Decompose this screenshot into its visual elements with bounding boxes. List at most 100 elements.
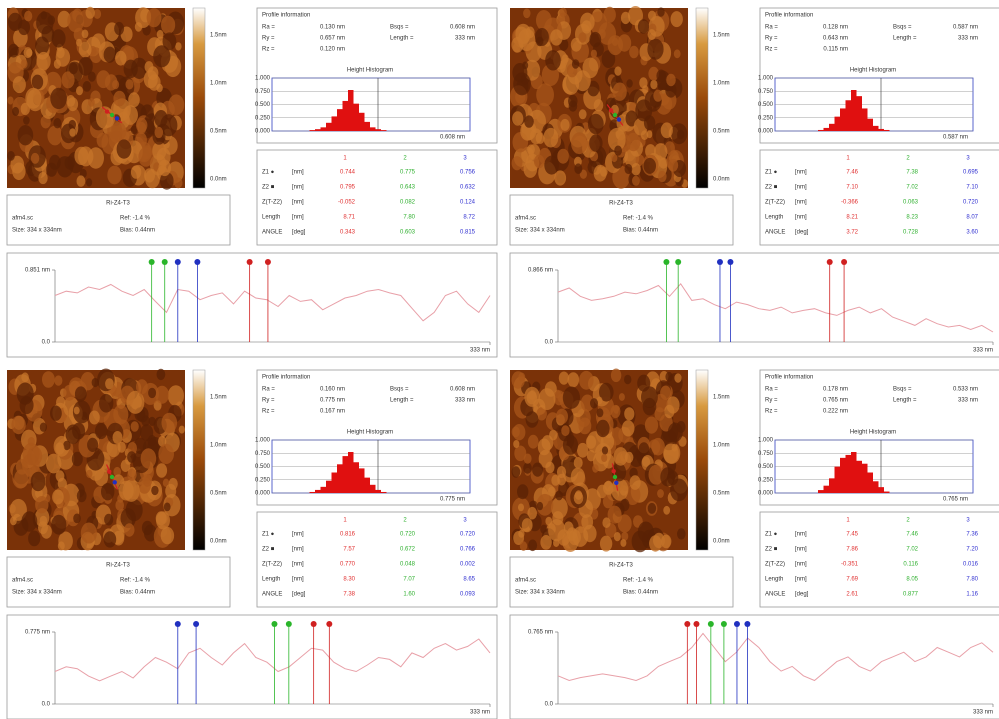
grain	[126, 499, 143, 521]
grain	[512, 466, 521, 477]
grain	[553, 539, 559, 547]
grain	[8, 13, 22, 31]
table-value: 0.063	[903, 200, 919, 206]
grain	[657, 7, 664, 16]
grain	[674, 373, 681, 382]
cursor-handle	[247, 259, 253, 265]
grain	[674, 49, 681, 58]
grain	[31, 153, 39, 164]
profile-info-cell: 0.657 nm	[320, 36, 345, 42]
grain	[54, 59, 61, 68]
table-value: 0.728	[903, 230, 919, 236]
table-value: 7.45	[846, 532, 858, 538]
colorbar-label: 1.0nm	[713, 81, 730, 87]
table-value: 0.815	[460, 230, 476, 236]
table-value: 1.16	[966, 592, 978, 598]
grain	[28, 437, 35, 446]
histogram-y-label: 0.750	[758, 89, 774, 95]
histogram-bar	[835, 467, 841, 493]
histogram-bar	[315, 129, 321, 131]
histogram-bar	[359, 113, 365, 131]
grain	[648, 29, 656, 40]
histogram-bar	[343, 101, 349, 131]
grain	[77, 175, 86, 186]
grain	[642, 85, 648, 93]
grain	[54, 375, 62, 385]
grain	[530, 128, 542, 144]
grain	[523, 463, 532, 474]
grain	[579, 418, 592, 435]
colorbar-label: 0.0nm	[210, 177, 227, 183]
cursor-handle	[311, 621, 317, 627]
grain	[51, 515, 66, 535]
file-info-cell: afm4.sc	[12, 216, 33, 222]
table-row-unit: [nm]	[292, 185, 304, 191]
table-value: 2.61	[846, 592, 858, 598]
file-info-cell: afm4.sc	[515, 578, 536, 584]
profile-info-title: Profile information	[765, 375, 813, 381]
colorbar	[696, 370, 708, 550]
table-value: 0.124	[460, 200, 476, 206]
grain	[614, 532, 621, 541]
profile-info-cell: Length =	[390, 36, 414, 42]
file-info-cell: Ref: -1.4 %	[120, 216, 151, 222]
profile-info-cell: Rz =	[765, 47, 778, 53]
grain	[545, 50, 561, 70]
histogram-bar	[326, 481, 332, 493]
histogram-y-label: 0.250	[758, 115, 774, 121]
table-value: 0.795	[340, 185, 356, 191]
grain	[668, 423, 683, 442]
cursor-dot	[611, 469, 615, 473]
colorbar-label: 1.5nm	[713, 33, 730, 39]
grain	[81, 523, 97, 544]
histogram-bar	[365, 122, 371, 131]
grain	[168, 94, 184, 115]
cursor-handle	[326, 621, 332, 627]
grain	[47, 126, 62, 146]
grain	[594, 165, 607, 182]
colorbar	[193, 370, 205, 550]
cursor-handle	[286, 621, 292, 627]
profile-info-cell: 0.128 nm	[823, 25, 848, 31]
grain	[55, 442, 64, 454]
cursor-dot	[613, 113, 617, 117]
histogram-bar	[868, 473, 874, 494]
y-tick-label: 0.0	[545, 340, 554, 346]
profile-info-title: Profile information	[262, 13, 310, 19]
grain	[155, 386, 169, 404]
table-row-unit: [nm]	[795, 562, 807, 568]
histogram-bar	[835, 117, 841, 131]
grain	[544, 156, 559, 175]
grain	[53, 118, 61, 128]
profile-info-cell: Ry =	[765, 398, 778, 404]
table-value: 7.20	[966, 547, 978, 553]
table-row-unit: [nm]	[795, 200, 807, 206]
cursor-dot	[617, 117, 621, 121]
histogram-y-label: 0.250	[255, 477, 271, 483]
grain	[161, 527, 174, 544]
grain	[136, 379, 148, 394]
histogram-y-label: 0.500	[758, 102, 774, 108]
grain	[124, 60, 138, 79]
profile-info-cell: 0.120 nm	[320, 47, 345, 53]
grain	[10, 517, 17, 526]
table-value: 0.816	[340, 532, 356, 538]
histogram-y-label: 0.250	[255, 115, 271, 121]
grain	[556, 409, 568, 425]
grain	[524, 115, 534, 127]
grain	[511, 37, 523, 53]
profile-info-cell: 0.160 nm	[320, 387, 345, 393]
grain	[512, 371, 525, 388]
grain	[113, 405, 128, 425]
table-value: 8.23	[906, 215, 918, 221]
grain	[140, 424, 153, 441]
table-value: 0.343	[340, 230, 356, 236]
grain	[574, 163, 582, 174]
grain	[78, 57, 92, 76]
histogram-bar	[381, 492, 387, 493]
profile-info-cell: 0.178 nm	[823, 387, 848, 393]
histogram-bar	[818, 490, 824, 493]
grain	[572, 59, 579, 69]
grain	[135, 22, 142, 32]
profile-info-cell: 333 nm	[455, 398, 475, 404]
